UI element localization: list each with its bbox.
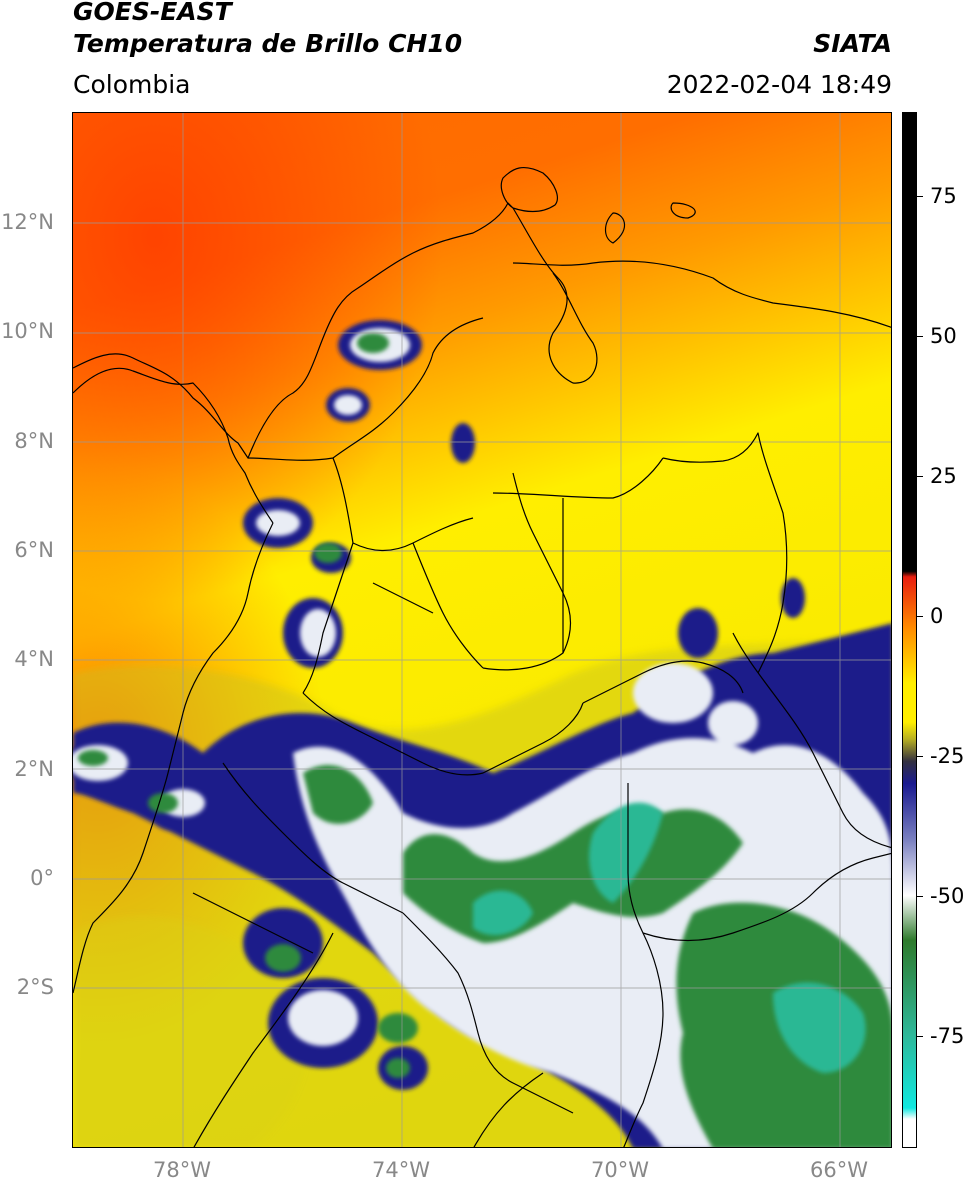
region-label: Colombia — [73, 70, 191, 99]
colorbar-tick — [917, 336, 923, 337]
lon-label-74w: 74°W — [372, 1158, 430, 1182]
lon-label-66w: 66°W — [810, 1158, 868, 1182]
coastlines-and-borders — [73, 166, 891, 1147]
lat-label-6n: 6°N — [14, 538, 54, 562]
lat-label-2n: 2°N — [14, 757, 54, 781]
colorbar — [902, 112, 917, 1148]
satellite-map — [72, 112, 892, 1148]
lat-label-8n: 8°N — [14, 429, 54, 453]
graticule — [73, 113, 891, 1147]
datetime-label: 2022-02-04 18:49 — [666, 70, 892, 99]
lat-label-12n: 12°N — [1, 210, 54, 234]
colorbar-tick-label: -50 — [930, 884, 965, 908]
map-title-line2: Temperatura de Brillo CH10 — [73, 29, 463, 58]
colorbar-tick-label: -25 — [930, 744, 965, 768]
source-label: SIATA — [813, 29, 892, 58]
lon-label-78w: 78°W — [153, 1158, 211, 1182]
colorbar-tick — [917, 896, 923, 897]
colorbar-tick-label: 50 — [930, 324, 957, 348]
colorbar-tick — [917, 756, 923, 757]
colorbar-tick-label: 25 — [930, 464, 957, 488]
lat-label-0: 0° — [30, 866, 54, 890]
colorbar-tick-label: -75 — [930, 1024, 965, 1048]
colorbar-tick-label: 75 — [930, 184, 957, 208]
lon-label-70w: 70°W — [591, 1158, 649, 1182]
cloud-teal-layer — [473, 802, 866, 1073]
colorbar-tick — [917, 1036, 923, 1037]
colorbar-tick — [917, 616, 923, 617]
lat-label-2s: 2°S — [16, 975, 54, 999]
colorbar-tick — [917, 196, 923, 197]
colorbar-tick — [917, 476, 923, 477]
map-title-line1: GOES-EAST — [73, 0, 232, 26]
lat-label-4n: 4°N — [14, 647, 54, 671]
colorbar-tick-label: 0 — [930, 604, 944, 628]
lat-label-10n: 10°N — [1, 319, 54, 343]
